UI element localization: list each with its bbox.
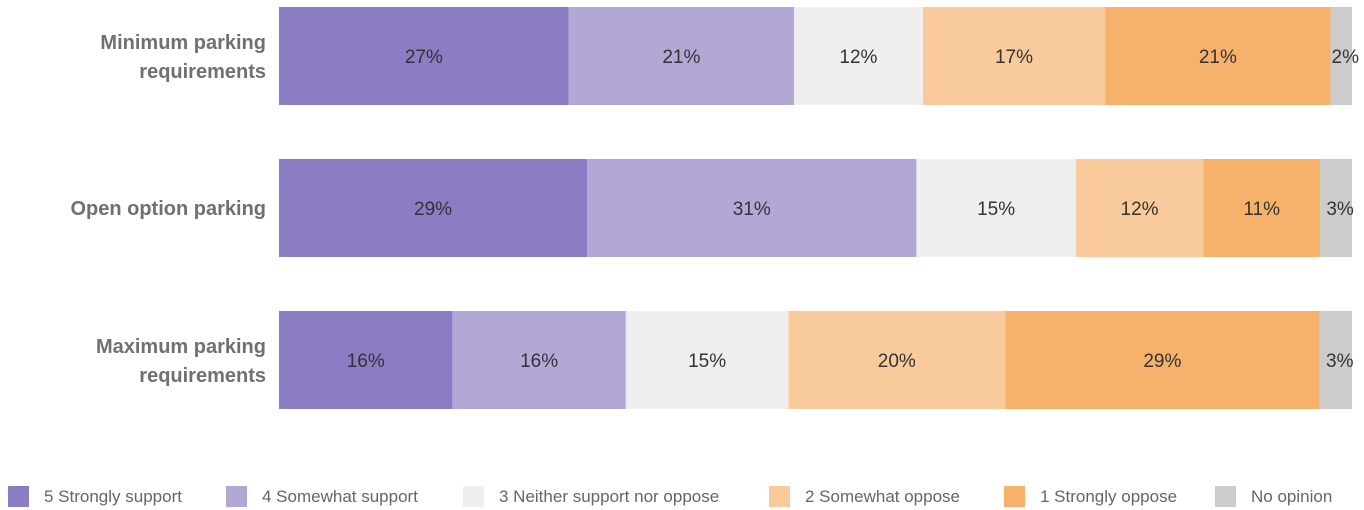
bar-value-label: 27% xyxy=(405,47,443,68)
bar-segment xyxy=(1075,159,1204,257)
bar-segment xyxy=(794,7,923,105)
bar-value-label: 21% xyxy=(662,47,700,68)
row-label: Maximum parking requirements xyxy=(96,336,266,387)
bars: 27% 21% 12% 17% 21% 2% 29% 31% 15% 12% 11% 3% 16% 16%… xyxy=(279,7,1359,409)
bar-value-label: 16% xyxy=(347,351,385,372)
bar-segment xyxy=(587,159,917,257)
legend: 5 Strongly support 4 Somewhat support 3 Ne… xyxy=(8,486,1332,507)
bar-value-label: 15% xyxy=(688,351,726,372)
bar-value-label: 3% xyxy=(1326,351,1354,372)
bar-segment xyxy=(1005,311,1320,409)
legend-label: 1 Strongly oppose xyxy=(1040,487,1177,506)
bar-value-label: 3% xyxy=(1326,199,1354,220)
bar-value-label: 16% xyxy=(520,351,558,372)
bar-segment xyxy=(568,7,795,105)
bar-value-label: 29% xyxy=(414,199,452,220)
row-label: Open option parking xyxy=(70,198,266,220)
bar-segment xyxy=(1203,159,1321,257)
row-label-line: Minimum parking xyxy=(100,32,266,54)
legend-label: No opinion xyxy=(1251,487,1332,506)
legend-swatch xyxy=(8,486,29,507)
legend-label: 5 Strongly support xyxy=(44,487,182,506)
legend-item: 5 Strongly support xyxy=(8,486,182,507)
legend-swatch xyxy=(1004,486,1025,507)
bar-value-label: 12% xyxy=(1121,199,1159,220)
legend-item: 4 Somewhat support xyxy=(226,486,418,507)
bar-value-label: 29% xyxy=(1143,351,1181,372)
bar-segment xyxy=(1330,7,1352,105)
row-label-line: requirements xyxy=(139,61,266,83)
legend-item: 1 Strongly oppose xyxy=(1004,486,1177,507)
bar-segment xyxy=(1320,159,1352,257)
legend-swatch xyxy=(1215,486,1236,507)
bar-value-label: 2% xyxy=(1332,47,1360,68)
legend-item: 2 Somewhat oppose xyxy=(769,486,960,507)
row-label-line: Maximum parking xyxy=(96,336,266,358)
bar-segment xyxy=(279,159,588,257)
bar-value-label: 11% xyxy=(1243,199,1280,220)
bar-segment xyxy=(1105,7,1331,105)
bar-value-label: 31% xyxy=(733,199,771,220)
row-label: Minimum parking requirements xyxy=(100,32,266,83)
legend-label: 4 Somewhat support xyxy=(262,487,418,506)
bar-segment xyxy=(279,7,569,105)
row-label-line: requirements xyxy=(139,365,266,387)
bar-segment xyxy=(922,7,1106,105)
legend-swatch xyxy=(226,486,247,507)
bar-value-label: 12% xyxy=(839,47,877,68)
legend-item: 3 Neither support nor oppose xyxy=(463,486,719,507)
row-label-line: Open option parking xyxy=(70,198,266,220)
bar-segment xyxy=(916,159,1076,257)
legend-label: 3 Neither support nor oppose xyxy=(499,487,719,506)
bar-segment xyxy=(279,311,453,409)
bar-value-label: 15% xyxy=(977,199,1015,220)
legend-swatch xyxy=(769,486,790,507)
row-labels: Minimum parking requirements Open option p… xyxy=(70,32,266,387)
bar-segment xyxy=(788,311,1006,409)
bar-value-label: 20% xyxy=(878,351,916,372)
legend-item: No opinion xyxy=(1215,486,1332,507)
bar-value-label: 17% xyxy=(995,47,1033,68)
bar-segment xyxy=(625,311,789,409)
legend-label: 2 Somewhat oppose xyxy=(805,487,960,506)
bar-segment xyxy=(1319,311,1352,409)
bar-segment xyxy=(452,311,626,409)
bar-value-label: 21% xyxy=(1199,47,1237,68)
legend-swatch xyxy=(463,486,484,507)
